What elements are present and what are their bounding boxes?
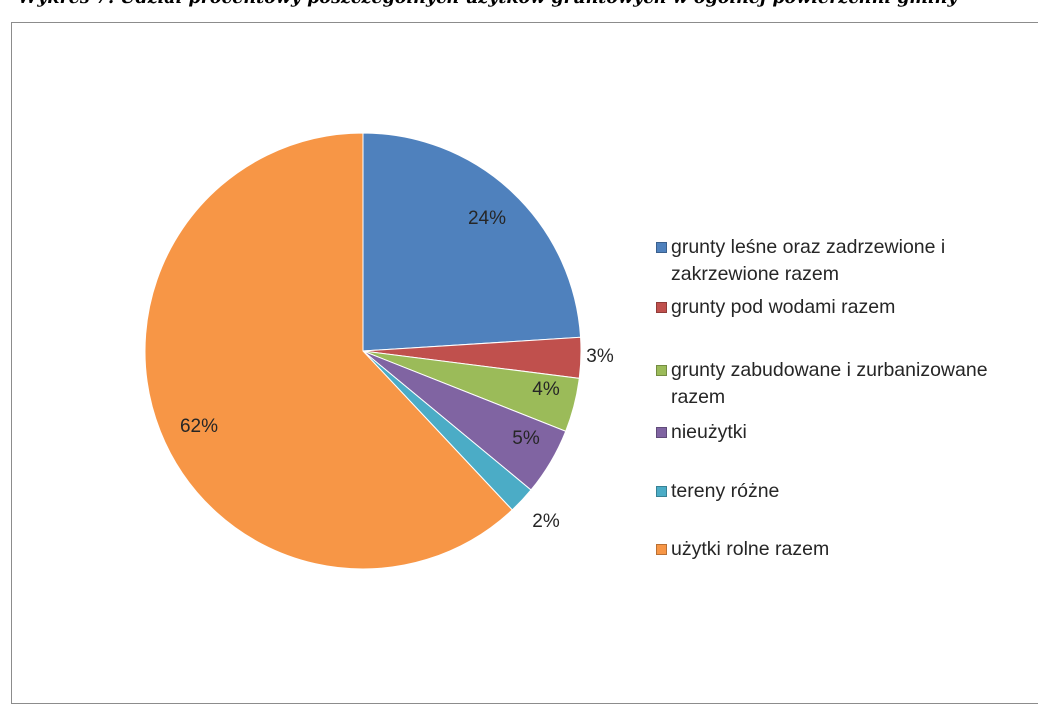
- slice-value-label: 62%: [180, 416, 218, 437]
- legend-item: tereny różne: [656, 478, 1021, 505]
- legend-label: grunty zabudowane i zurbanizowane razem: [671, 359, 988, 408]
- legend-item: grunty zabudowane i zurbanizowane razem: [656, 357, 1021, 411]
- legend-swatch: [656, 427, 667, 438]
- legend-item: grunty pod wodami razem: [656, 294, 1021, 321]
- legend-label: nieużytki: [671, 421, 747, 443]
- chart-caption: Wykres 7. Udział procentowy poszczególny…: [18, 0, 1038, 8]
- legend-swatch: [656, 486, 667, 497]
- pie-slice: [362, 132, 582, 352]
- slice-value-label: 3%: [586, 346, 614, 367]
- legend-item: użytki rolne razem: [656, 536, 1021, 563]
- slice-value-label: 5%: [512, 428, 540, 449]
- legend-label: tereny różne: [671, 480, 780, 502]
- slice-value-label: 2%: [532, 511, 560, 532]
- legend-swatch: [656, 544, 667, 555]
- slice-value-label: 24%: [468, 208, 506, 229]
- legend-swatch: [656, 242, 667, 253]
- pie-slice: [144, 132, 513, 570]
- legend-label: grunty leśne oraz zadrzewione i zakrzewi…: [671, 236, 946, 285]
- pie-chart: 24% 3% 4% 5% 2% 62%: [144, 132, 614, 570]
- legend-swatch: [656, 365, 667, 376]
- legend-item: grunty leśne oraz zadrzewione i zakrzewi…: [656, 234, 1021, 288]
- legend-swatch: [656, 302, 667, 313]
- slice-value-label: 4%: [532, 379, 560, 400]
- pie-value-labels: 24% 3% 4% 5% 2% 62%: [180, 208, 614, 532]
- legend-item: nieużytki: [656, 419, 1021, 446]
- legend-label: grunty pod wodami razem: [671, 296, 896, 318]
- legend-label: użytki rolne razem: [671, 538, 830, 560]
- pie-slices: [144, 132, 582, 570]
